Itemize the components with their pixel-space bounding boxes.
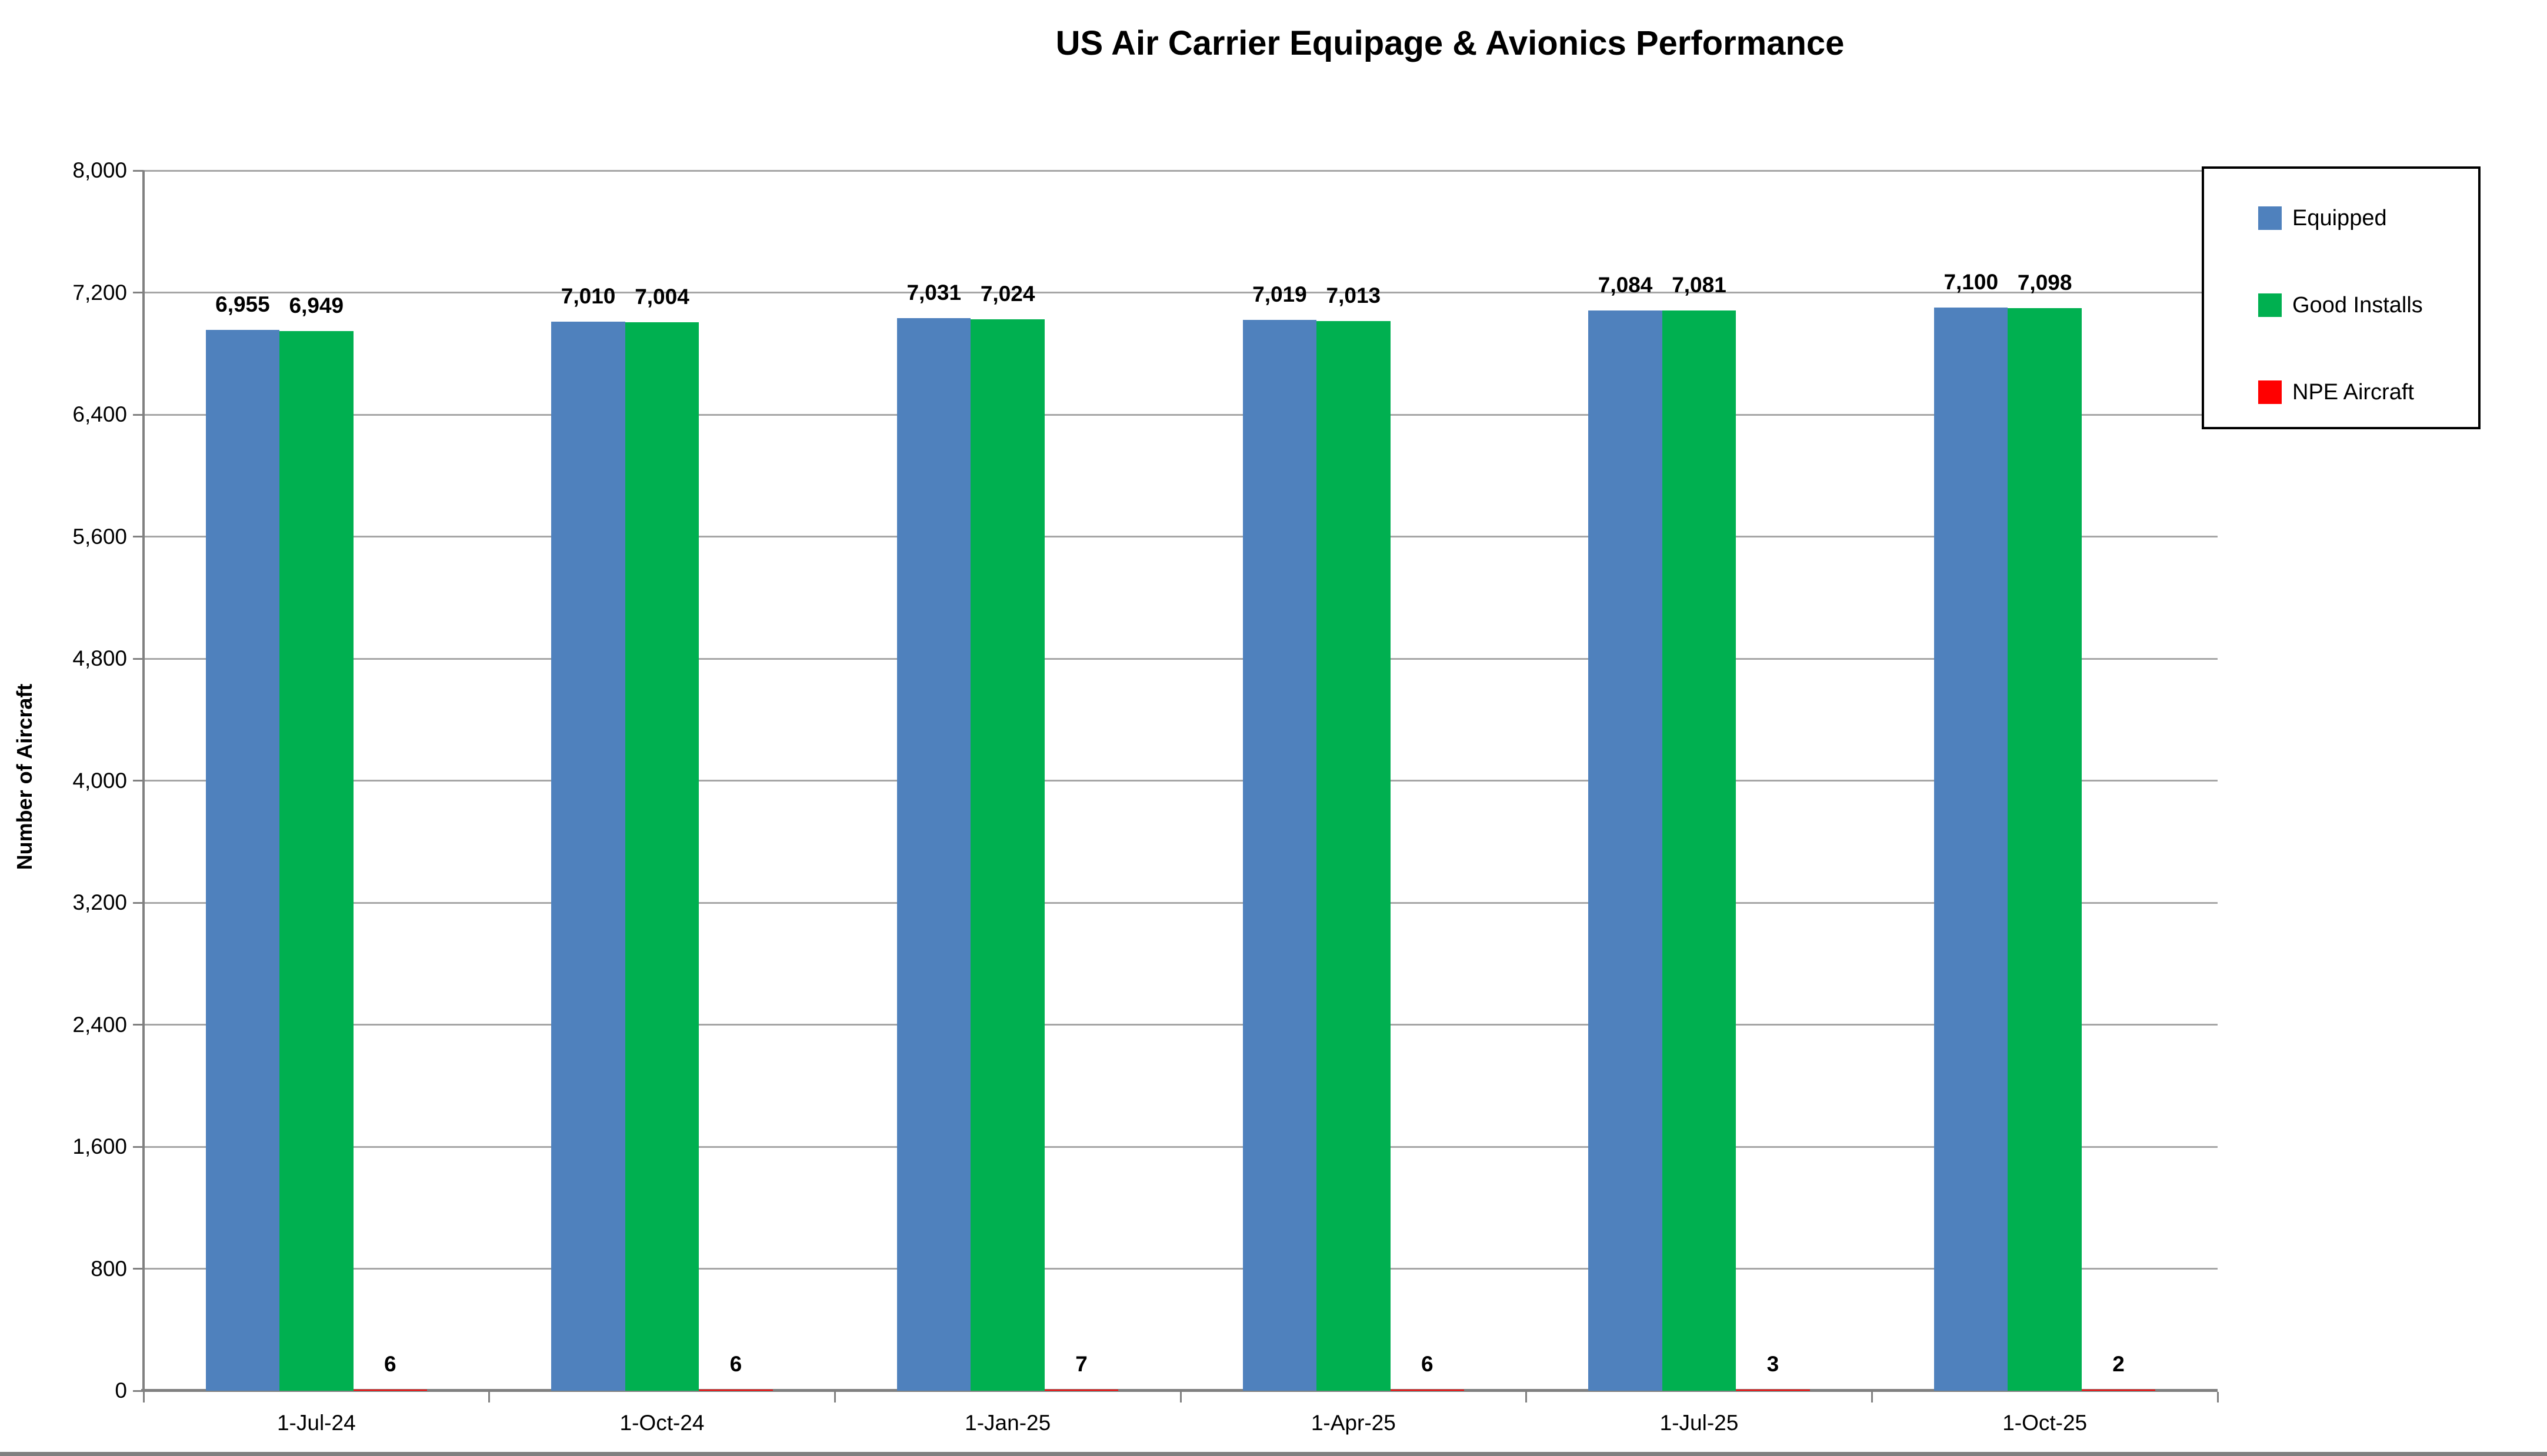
bar-npe-aircraft [2081,1390,2156,1391]
gridline [144,292,2218,293]
legend-item-good-installs: Good Installs [2258,289,2423,322]
bar-value-label: 6,955 [215,292,270,317]
bar-equipped [1588,310,1662,1391]
y-tick-mark [133,1390,144,1392]
legend-item-equipped: Equipped [2258,202,2387,235]
y-tick-label: 4,800 [72,646,127,670]
y-tick-mark [133,1146,144,1148]
y-axis-line [142,171,145,1391]
bar-good-installs [1316,321,1391,1391]
bar-good-installs [625,322,699,1391]
y-tick-label: 800 [91,1256,127,1281]
legend-label-npe-aircraft: NPE Aircraft [2292,379,2414,405]
gridline [144,780,2218,782]
x-axis-label: 1-Jan-25 [965,1411,1051,1435]
y-tick-mark [133,780,144,782]
bar-value-label: 6 [729,1352,742,1376]
legend: Equipped Good Installs NPE Aircraft [2202,166,2481,429]
gridline [144,413,2218,416]
y-tick-mark [133,413,144,416]
legend-swatch-good-installs [2258,293,2282,317]
x-tick-mark [1525,1392,1528,1402]
bar-value-label: 7,013 [1326,283,1381,308]
bar-equipped [1934,308,2008,1391]
x-axis-label: 1-Jul-25 [1659,1411,1739,1435]
bar-value-label: 7,084 [1598,272,1653,297]
bar-value-label: 7,019 [1252,282,1307,307]
bar-value-label: 7,010 [561,283,616,308]
y-tick-label: 6,400 [72,402,127,426]
bar-value-label: 2 [2112,1352,2125,1376]
x-tick-mark [1179,1392,1182,1402]
bar-good-installs [971,319,1045,1391]
y-tick-mark [133,657,144,660]
x-tick-mark [1871,1392,1873,1402]
x-axis-label: 1-Oct-25 [2002,1411,2088,1435]
bar-equipped [897,318,971,1391]
bar-npe-aircraft [1044,1390,1119,1391]
bar-npe-aircraft [1736,1390,1810,1391]
y-tick-mark [133,1268,144,1270]
y-tick-label: 7,200 [72,280,127,305]
y-tick-label: 8,000 [72,158,127,182]
plot-area: 0 800 1,600 2,400 3,200 4,000 4,800 5,600 6,400 7… [72,159,2219,1435]
bar-value-label: 7,024 [980,282,1035,306]
y-tick-label: 2,400 [72,1012,127,1037]
bar-value-label: 7,100 [1943,270,1999,295]
y-tick-label: 3,200 [72,890,127,914]
x-tick-mark [2216,1392,2219,1402]
gridline [144,1024,2218,1026]
y-tick-mark [133,1024,144,1026]
bar-npe-aircraft [353,1390,427,1391]
x-tick-mark [834,1392,836,1402]
bar-value-label: 7,031 [906,280,962,305]
bar-good-installs [2008,308,2082,1391]
y-tick-mark [133,536,144,537]
bar-value-label: 7 [1075,1352,1088,1376]
x-axis-label: 1-Jul-24 [276,1411,356,1435]
chart-title-wrap: US Air Carrier Equipage & Avionics Perfo… [353,24,2547,63]
bar-equipped [1242,320,1317,1391]
legend-label-good-installs: Good Installs [2292,292,2423,318]
bar-npe-aircraft [699,1390,773,1391]
bar-value-label: 3 [1766,1352,1779,1376]
x-axis-line [141,1389,2218,1392]
x-axis-label: 1-Apr-25 [1311,1411,1396,1435]
y-tick-mark [133,901,144,904]
legend-swatch-npe-aircraft [2258,380,2282,404]
legend-item-npe-aircraft: NPE Aircraft [2258,376,2414,409]
y-tick-mark [133,292,144,293]
gridline [144,1146,2218,1148]
bar-good-installs [1662,310,1736,1391]
bar-equipped [205,330,280,1391]
x-tick-mark [488,1392,491,1402]
bar-good-installs [279,330,354,1391]
gridline [144,657,2218,660]
bar-equipped [551,321,625,1391]
legend-swatch-equipped [2258,206,2282,230]
y-tick-label: 4,000 [72,768,127,793]
y-tick-mark [133,169,144,172]
bar-value-label: 6 [384,1352,396,1376]
bar-value-label: 6 [1421,1352,1433,1376]
bar-value-label: 7,098 [2017,270,2072,295]
gridline [144,1268,2218,1270]
bar-value-label: 7,004 [635,285,689,309]
bar-npe-aircraft [1390,1390,1464,1391]
y-tick-label: 5,600 [72,524,127,549]
y-tick-label: 1,600 [72,1134,127,1158]
chart-bottom-border [0,1452,2547,1456]
gridline [144,536,2218,537]
bar-value-label: 7,081 [1672,273,1726,298]
x-tick-mark [142,1392,145,1402]
bar-value-label: 6,949 [289,293,344,318]
x-axis-label: 1-Oct-24 [619,1411,705,1435]
gridline [144,901,2218,904]
legend-label-equipped: Equipped [2292,205,2387,231]
gridline [144,169,2218,172]
y-tick-label: 0 [115,1378,127,1402]
chart-title: US Air Carrier Equipage & Avionics Perfo… [1055,24,1845,62]
